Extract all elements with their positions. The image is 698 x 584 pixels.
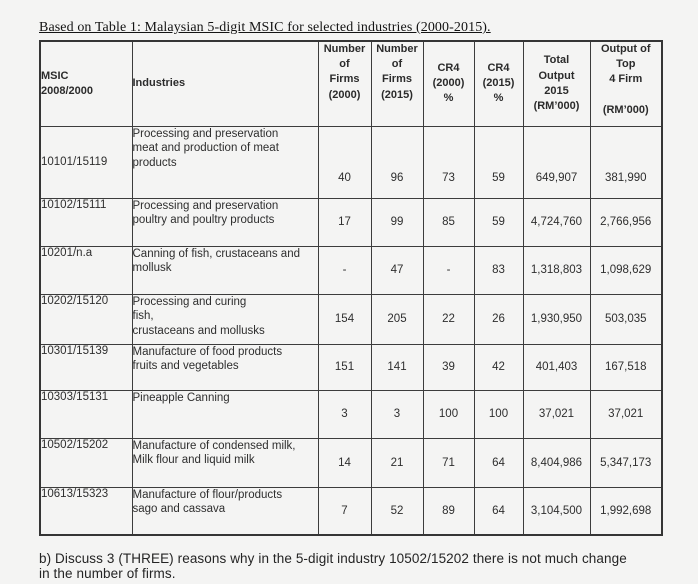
cell-cr4-2015: 59 bbox=[473, 125, 524, 199]
cell-total-output: 649,907 bbox=[522, 125, 591, 199]
column-header-industries: Industries bbox=[131, 40, 319, 127]
cell-cr4-2000: 39 bbox=[422, 343, 475, 391]
cell-industries: Manufacture of condensed milk, Milk flou… bbox=[131, 437, 319, 488]
cell-total-output: 401,403 bbox=[522, 343, 591, 391]
cell-output-top4: 1,992,698 bbox=[589, 486, 663, 536]
cell-firms-2000: 3 bbox=[317, 389, 372, 439]
cell-output-top4: 381,990 bbox=[589, 125, 663, 199]
cell-output-top4: 5,347,173 bbox=[589, 437, 663, 488]
cell-firms-2015: 99 bbox=[370, 197, 424, 247]
cell-cr4-2000: 22 bbox=[422, 293, 475, 345]
cell-firms-2000: 14 bbox=[317, 437, 372, 488]
cell-total-output: 37,021 bbox=[522, 389, 591, 439]
cell-firms-2015: 3 bbox=[370, 389, 424, 439]
cell-industries: Processing and curing fish, crustaceans … bbox=[131, 293, 319, 345]
cell-industries: Processing and preservation poultry and … bbox=[131, 197, 319, 247]
cell-msic: 10502/15202 bbox=[39, 437, 133, 488]
header-row: MSIC 2008/2000 Industries Number of Firms … bbox=[39, 40, 663, 127]
cell-cr4-2015: 83 bbox=[473, 245, 524, 295]
cell-firms-2015: 21 bbox=[370, 437, 424, 488]
column-header-output-top4: Output of Top 4 Firm (RM’000) bbox=[589, 40, 663, 127]
table-row: 10613/15323 Manufacture of flour/products… bbox=[39, 486, 663, 536]
cell-msic: 10201/n.a bbox=[39, 245, 133, 295]
cell-msic: 10613/15323 bbox=[39, 486, 133, 536]
cell-output-top4: 167,518 bbox=[589, 343, 663, 391]
cell-firms-2000: 151 bbox=[317, 343, 372, 391]
cell-cr4-2000: 73 bbox=[422, 125, 475, 199]
cell-industries: Processing and preservation meat and pro… bbox=[131, 125, 319, 199]
cell-cr4-2015: 59 bbox=[473, 197, 524, 247]
table-row: 10102/15111 Processing and preservation p… bbox=[39, 197, 663, 247]
cell-firms-2015: 96 bbox=[370, 125, 424, 199]
cell-firms-2000: 17 bbox=[317, 197, 372, 247]
table-row: 10303/15131 Pineapple Canning 3 3 100 100 37,0… bbox=[39, 389, 663, 439]
cell-cr4-2015: 64 bbox=[473, 437, 524, 488]
table-row: 10301/15139 Manufacture of food products … bbox=[39, 343, 663, 391]
cell-cr4-2015: 64 bbox=[473, 486, 524, 536]
cell-total-output: 4,724,760 bbox=[522, 197, 591, 247]
table-body: 10101/15119 Processing and preservation m… bbox=[39, 125, 663, 536]
column-header-firms-2000: Number of Firms (2000) bbox=[317, 40, 372, 127]
cell-total-output: 1,930,950 bbox=[522, 293, 591, 345]
cell-firms-2000: - bbox=[317, 245, 372, 295]
page-title: Based on Table 1: Malaysian 5-digit MSIC… bbox=[39, 20, 491, 35]
cell-industries: Canning of fish, crustaceans and mollusk bbox=[131, 245, 319, 295]
cell-output-top4: 503,035 bbox=[589, 293, 663, 345]
cell-output-top4: 2,766,956 bbox=[589, 197, 663, 247]
cell-firms-2000: 7 bbox=[317, 486, 372, 536]
cell-industries: Manufacture of food products fruits and … bbox=[131, 343, 319, 391]
table-row: 10201/n.a Canning of fish, crustaceans an… bbox=[39, 245, 663, 295]
table-row: 10202/15120 Processing and curing fish, c… bbox=[39, 293, 663, 345]
cell-msic: 10303/15131 bbox=[39, 389, 133, 439]
cell-msic: 10301/15139 bbox=[39, 343, 133, 391]
column-header-cr4-2015: CR4 (2015) % bbox=[473, 40, 524, 127]
cell-msic: 10102/15111 bbox=[39, 197, 133, 247]
cell-cr4-2000: 71 bbox=[422, 437, 475, 488]
cell-msic: 10202/15120 bbox=[39, 293, 133, 345]
cell-output-top4: 1,098,629 bbox=[589, 245, 663, 295]
cell-cr4-2000: 89 bbox=[422, 486, 475, 536]
cell-industries: Manufacture of flour/products sago and c… bbox=[131, 486, 319, 536]
table-row: 10101/15119 Processing and preservation m… bbox=[39, 125, 663, 199]
cell-cr4-2000: 85 bbox=[422, 197, 475, 247]
cell-firms-2015: 205 bbox=[370, 293, 424, 345]
cell-firms-2015: 141 bbox=[370, 343, 424, 391]
cell-cr4-2015: 42 bbox=[473, 343, 524, 391]
cell-industries: Pineapple Canning bbox=[131, 389, 319, 439]
cell-firms-2015: 52 bbox=[370, 486, 424, 536]
cell-msic: 10101/15119 bbox=[39, 125, 133, 199]
cell-firms-2000: 154 bbox=[317, 293, 372, 345]
cell-cr4-2015: 26 bbox=[473, 293, 524, 345]
column-header-msic: MSIC 2008/2000 bbox=[39, 40, 133, 127]
cell-cr4-2000: - bbox=[422, 245, 475, 295]
msic-table: MSIC 2008/2000 Industries Number of Firms … bbox=[39, 40, 663, 536]
cell-total-output: 3,104,500 bbox=[522, 486, 591, 536]
cell-total-output: 1,318,803 bbox=[522, 245, 591, 295]
column-header-cr4-2000: CR4 (2000) % bbox=[422, 40, 475, 127]
cell-cr4-2000: 100 bbox=[422, 389, 475, 439]
cell-firms-2015: 47 bbox=[370, 245, 424, 295]
cell-cr4-2015: 100 bbox=[473, 389, 524, 439]
cell-output-top4: 37,021 bbox=[589, 389, 663, 439]
table-row: 10502/15202 Manufacture of condensed milk… bbox=[39, 437, 663, 488]
cell-total-output: 8,404,986 bbox=[522, 437, 591, 488]
question-text: b) Discuss 3 (THREE) reasons why in the … bbox=[39, 551, 627, 582]
column-header-firms-2015: Number of Firms (2015) bbox=[370, 40, 424, 127]
cell-firms-2000: 40 bbox=[317, 125, 372, 199]
column-header-total-output: Total Output 2015 (RM’000) bbox=[522, 40, 591, 127]
